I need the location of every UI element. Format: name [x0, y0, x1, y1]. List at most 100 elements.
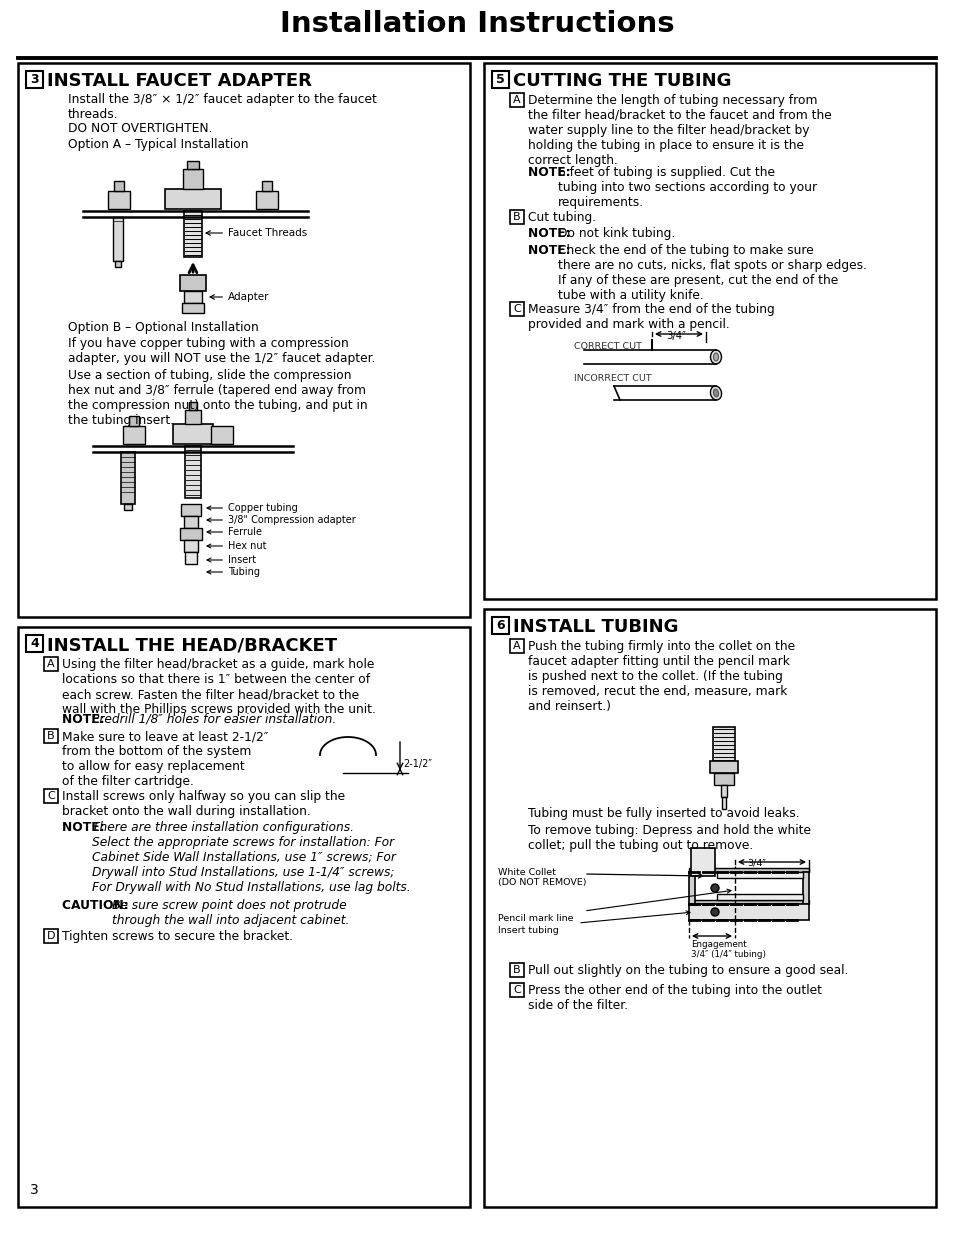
Bar: [187, 161, 199, 169]
Text: Option B – Optional Installation: Option B – Optional Installation: [68, 321, 258, 333]
Bar: [185, 552, 196, 564]
Bar: [181, 504, 201, 516]
Text: Check the end of the tubing to make sure
there are no cuts, nicks, flat spots or: Check the end of the tubing to make sure…: [558, 245, 866, 303]
Text: 3: 3: [30, 1183, 39, 1197]
Ellipse shape: [710, 884, 719, 892]
Text: Insert: Insert: [207, 555, 255, 564]
Bar: [185, 410, 201, 424]
Ellipse shape: [713, 353, 718, 361]
Bar: [180, 275, 206, 291]
Text: Determine the length of tubing necessary from
the filter head/bracket to the fau: Determine the length of tubing necessary…: [527, 94, 831, 167]
Text: Copper tubing: Copper tubing: [207, 503, 297, 513]
Bar: [802, 872, 808, 904]
Text: 3: 3: [30, 73, 39, 86]
Text: Be sure screw point does not protrude
through the wall into adjacent cabinet.: Be sure screw point does not protrude th…: [112, 899, 349, 927]
Bar: [713, 773, 733, 785]
Bar: [26, 70, 43, 88]
Text: B: B: [47, 731, 54, 741]
Text: 6: 6: [496, 619, 504, 632]
Text: 3/4″: 3/4″: [665, 331, 685, 341]
Bar: [492, 70, 509, 88]
Text: Option A – Typical Installation: Option A – Typical Installation: [68, 138, 248, 151]
Bar: [712, 727, 734, 761]
Text: There are three installation configurations.
Select the appropriate screws for i: There are three installation configurati…: [91, 821, 410, 894]
Text: C: C: [513, 304, 520, 314]
Text: Install screws only halfway so you can slip the
bracket onto the wall during ins: Install screws only halfway so you can s…: [62, 790, 345, 818]
Text: CUTTING THE TUBING: CUTTING THE TUBING: [513, 72, 731, 90]
Text: Predrill 1/8″ holes for easier installation.: Predrill 1/8″ holes for easier installat…: [91, 713, 335, 726]
Text: Using the filter head/bracket as a guide, mark hole
locations so that there is 1: Using the filter head/bracket as a guide…: [62, 658, 375, 716]
Text: Tubing: Tubing: [207, 567, 260, 577]
Bar: [182, 303, 204, 312]
Bar: [26, 635, 43, 652]
Text: If you have copper tubing with a compression
adapter, you will NOT use the 1/2″ : If you have copper tubing with a compres…: [68, 337, 375, 366]
Ellipse shape: [710, 350, 720, 364]
Text: Measure 3/4″ from the end of the tubing
provided and mark with a pencil.: Measure 3/4″ from the end of the tubing …: [527, 303, 774, 331]
Text: Faucet Threads: Faucet Threads: [206, 228, 307, 238]
Text: A: A: [513, 95, 520, 105]
Bar: [113, 182, 124, 191]
Text: Ferrule: Ferrule: [207, 527, 262, 537]
Bar: [189, 403, 196, 410]
Bar: [184, 540, 198, 552]
Bar: [720, 785, 726, 797]
Text: Pull out slightly on the tubing to ensure a good seal.: Pull out slightly on the tubing to ensur…: [527, 965, 847, 977]
Bar: [510, 303, 523, 316]
Bar: [688, 900, 808, 904]
Bar: [510, 983, 523, 997]
Bar: [180, 529, 202, 540]
Bar: [184, 291, 202, 303]
Bar: [483, 609, 935, 1207]
Text: B: B: [513, 965, 520, 974]
Text: 6 feet of tubing is supplied. Cut the
tubing into two sections according to your: 6 feet of tubing is supplied. Cut the tu…: [558, 165, 817, 209]
Bar: [717, 872, 802, 878]
Text: Press the other end of the tubing into the outlet
side of the filter.: Press the other end of the tubing into t…: [527, 984, 821, 1011]
Bar: [115, 261, 121, 267]
Text: CORRECT CUT: CORRECT CUT: [574, 342, 641, 351]
Text: 4: 4: [30, 637, 39, 650]
Text: DO NOT OVERTIGHTEN.: DO NOT OVERTIGHTEN.: [68, 122, 213, 135]
Bar: [172, 424, 213, 445]
Text: To remove tubing: Depress and hold the white
collet; pull the tubing out to remo: To remove tubing: Depress and hold the w…: [527, 824, 810, 852]
Text: Tubing must be fully inserted to avoid leaks.: Tubing must be fully inserted to avoid l…: [527, 806, 799, 820]
Text: B: B: [513, 212, 520, 222]
Bar: [721, 797, 725, 809]
Bar: [492, 618, 509, 634]
Text: 3/4″: 3/4″: [747, 860, 765, 868]
Text: Use a section of tubing, slide the compression
hex nut and 3/8″ ferrule (tapered: Use a section of tubing, slide the compr…: [68, 369, 367, 427]
Bar: [255, 191, 277, 209]
Text: NOTE:: NOTE:: [62, 821, 109, 834]
Text: Adapter: Adapter: [210, 291, 269, 303]
Bar: [44, 657, 58, 671]
Text: INCORRECT CUT: INCORRECT CUT: [574, 374, 651, 383]
Bar: [690, 848, 714, 876]
Text: C: C: [47, 790, 55, 802]
Bar: [185, 446, 201, 498]
Bar: [510, 638, 523, 653]
Text: Insert tubing: Insert tubing: [497, 926, 558, 935]
Bar: [211, 426, 233, 445]
Text: Engagement
3/4″ (1/4″ tubing): Engagement 3/4″ (1/4″ tubing): [690, 940, 765, 960]
Text: Install the 3/8″ × 1/2″ faucet adapter to the faucet
threads.: Install the 3/8″ × 1/2″ faucet adapter t…: [68, 93, 376, 121]
Text: Make sure to leave at least 2-1/2″
from the bottom of the system
to allow for ea: Make sure to leave at least 2-1/2″ from …: [62, 730, 268, 788]
Text: Installation Instructions: Installation Instructions: [279, 10, 674, 38]
Bar: [184, 211, 202, 257]
Text: INSTALL TUBING: INSTALL TUBING: [513, 618, 678, 636]
Text: 3/8" Compression adapter: 3/8" Compression adapter: [207, 515, 355, 525]
Text: C: C: [513, 986, 520, 995]
Bar: [688, 904, 808, 920]
Text: Do not kink tubing.: Do not kink tubing.: [558, 227, 675, 240]
Text: Cut tubing.: Cut tubing.: [527, 211, 596, 224]
Bar: [108, 191, 130, 209]
Ellipse shape: [710, 387, 720, 400]
Bar: [44, 729, 58, 743]
Text: Hex nut: Hex nut: [207, 541, 266, 551]
Text: NOTE:: NOTE:: [527, 245, 575, 257]
Bar: [165, 189, 221, 209]
Bar: [510, 210, 523, 224]
Text: D: D: [47, 931, 55, 941]
Text: Pencil mark line: Pencil mark line: [497, 914, 573, 923]
Text: NOTE:: NOTE:: [62, 713, 109, 726]
Bar: [44, 929, 58, 944]
Text: Tighten screws to secure the bracket.: Tighten screws to secure the bracket.: [62, 930, 293, 944]
